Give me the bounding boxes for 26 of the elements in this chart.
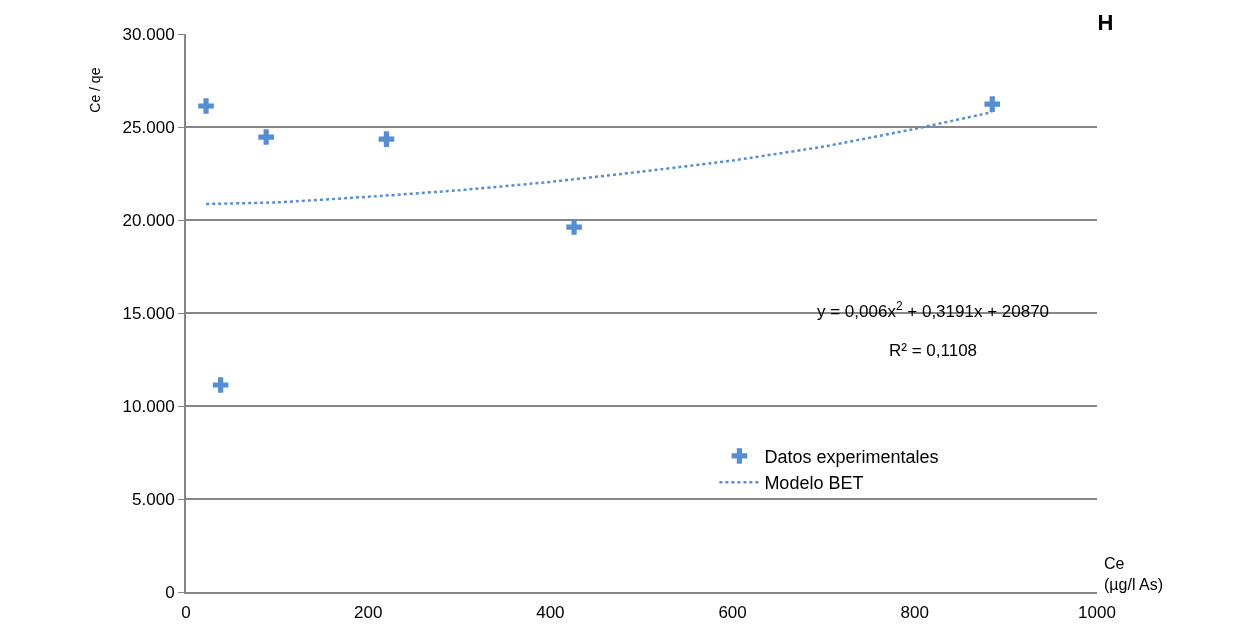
y-tick-label: 15.000 xyxy=(122,303,175,323)
y-tick-label: 30.000 xyxy=(122,24,175,44)
point xyxy=(212,377,229,393)
y-tick-label: 5.000 xyxy=(132,489,175,509)
point xyxy=(984,96,1001,112)
y-axis-title: Ce / qe xyxy=(87,67,104,113)
annotation: y = 0,006x$^{2}$ + 0,3191x + 20870 xyxy=(817,299,1050,322)
x-tick-label: 1000 xyxy=(1078,603,1116,623)
x-axis-title: Ce (µg/l As) xyxy=(1104,555,1164,593)
point xyxy=(378,131,395,147)
x-tick-label: 400 xyxy=(536,603,565,623)
x-tick-label: 200 xyxy=(354,603,383,623)
chart-title: H xyxy=(1097,9,1114,35)
legend-label: Datos experimentales xyxy=(764,446,939,467)
x-tick-label: 800 xyxy=(900,603,929,623)
y-tick-label: 20.000 xyxy=(122,210,175,230)
x-tick-label: 600 xyxy=(718,603,747,623)
point xyxy=(198,98,214,114)
point xyxy=(566,219,582,235)
point xyxy=(258,129,274,145)
y-tick-label: 10.000 xyxy=(122,396,175,416)
x-tick-label: 0 xyxy=(181,603,191,623)
y-tick-label: 25.000 xyxy=(122,117,175,137)
annotation: R² = 0,1108 xyxy=(889,341,978,360)
legend-label: Modelo BET xyxy=(764,473,864,494)
y-tick-label: 0 xyxy=(165,582,175,602)
